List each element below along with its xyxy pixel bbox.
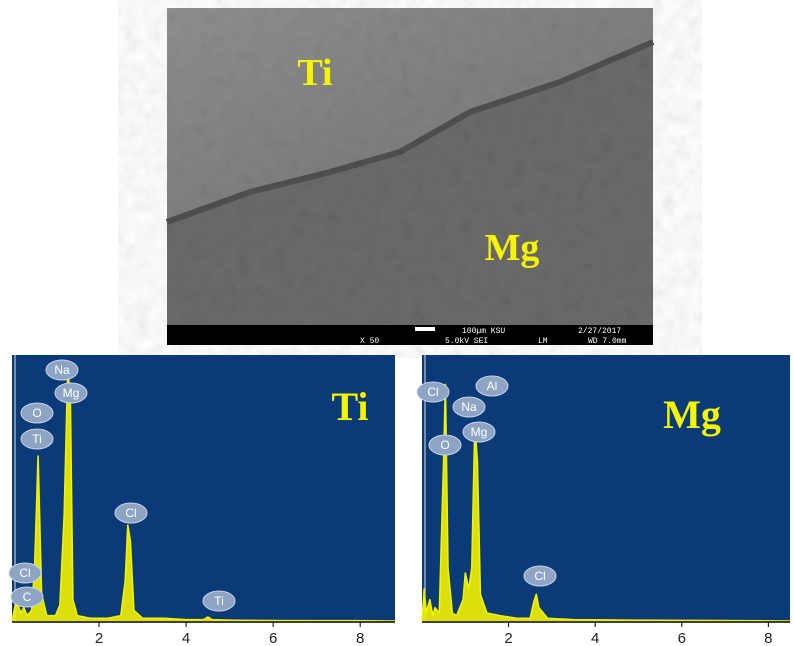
peak-label: Cl [125, 506, 136, 520]
peak-label: Cl [19, 566, 30, 580]
x-tick-label: 4 [591, 630, 599, 646]
image-info: 100µm KSU [462, 327, 505, 336]
peak-label: Mg [471, 425, 488, 439]
x-tick-label: 6 [678, 630, 686, 646]
x-tick-label: 2 [504, 630, 512, 646]
image-info: LM [538, 337, 548, 346]
x-tick-label: 8 [356, 630, 364, 646]
peak-label: Ti [214, 594, 224, 608]
x-tick-label: 8 [764, 630, 772, 646]
sem-texture [167, 8, 653, 326]
peak-label: Cl [427, 385, 438, 399]
image-label: Ti [297, 52, 332, 94]
chart-label: Mg [663, 392, 721, 437]
image-label: Mg [485, 227, 540, 269]
peak-label: O [440, 438, 449, 452]
x-tick-label: 6 [269, 630, 277, 646]
peak-label: C [23, 590, 32, 604]
sem-image: Ti Mg 100µm KSU 2/27/2017 X 50 5.0kV SEI… [167, 8, 653, 346]
peak-label: O [32, 406, 41, 420]
scale-bar [415, 327, 435, 331]
image-info: 2/27/2017 [578, 327, 621, 336]
x-tick-label: 2 [95, 630, 103, 646]
x-tick-label: 4 [182, 630, 190, 646]
image-info: X 50 [360, 337, 379, 346]
peak-label: Al [487, 379, 498, 393]
image-info: WD 7.0mm [588, 337, 627, 346]
peak-label: Na [461, 400, 477, 414]
peak-label: Cl [534, 569, 545, 583]
chart-label: Ti [331, 384, 368, 429]
peak-label: Mg [63, 386, 80, 400]
figure: Ti Mg 100µm KSU 2/27/2017 X 50 5.0kV SEI… [0, 0, 794, 646]
peak-label: Ti [32, 432, 42, 446]
peak-label: Na [54, 363, 70, 377]
image-info: 5.0kV SEI [445, 337, 488, 346]
